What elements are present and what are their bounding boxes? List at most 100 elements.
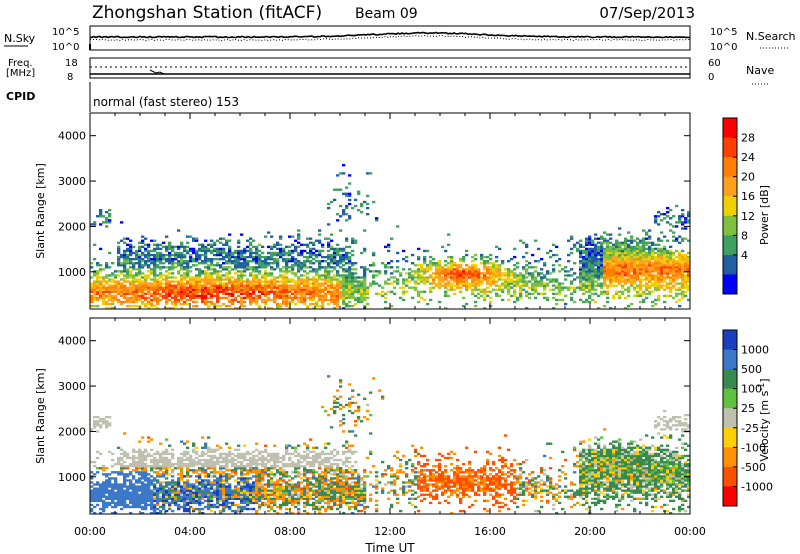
echo-cell (156, 300, 160, 304)
echo-cell (669, 255, 673, 259)
echo-cell (225, 501, 229, 505)
echo-cell (483, 292, 487, 296)
echo-cell (189, 460, 193, 464)
echo-cell (234, 487, 238, 490)
echo-cell (564, 302, 568, 306)
echo-cell (273, 268, 277, 271)
echo-cell (336, 251, 340, 255)
echo-cell (219, 471, 223, 474)
echo-cell (174, 257, 178, 261)
echo-cell (435, 266, 439, 269)
echo-cell (150, 493, 154, 496)
echo-cell (120, 473, 124, 476)
echo-cell (264, 294, 268, 298)
echo-cell (168, 487, 172, 490)
echo-cell (225, 495, 229, 498)
echo-cell (138, 477, 142, 480)
echo-cell (237, 487, 241, 490)
echo-cell (645, 257, 649, 261)
echo-cell (441, 272, 445, 275)
echo-cell (207, 495, 211, 498)
echo-cell (666, 221, 670, 224)
echo-cell (597, 264, 601, 267)
echo-cell (273, 262, 277, 265)
echo-cell (213, 284, 217, 287)
echo-cell (510, 286, 514, 289)
echo-cell (231, 262, 235, 265)
echo-cell (276, 247, 280, 251)
echo-cell (108, 422, 112, 425)
echo-cell (672, 260, 676, 263)
echo-cell (243, 481, 247, 484)
echo-cell (219, 467, 223, 470)
echo-cell (654, 221, 658, 224)
echo-cell (120, 491, 124, 494)
echo-cell (336, 253, 340, 257)
echo-cell (267, 274, 271, 277)
echo-cell (117, 489, 121, 492)
echo-cell (147, 266, 151, 269)
echo-cell (111, 452, 115, 456)
echo-cell (177, 505, 181, 509)
echo-cell (147, 479, 151, 482)
echo-cell (300, 294, 304, 298)
echo-cell (309, 253, 313, 257)
echo-cell (228, 458, 232, 462)
echo-cell (192, 499, 196, 503)
echo-cell (90, 477, 94, 480)
echo-cell (642, 260, 646, 263)
echo-cell (129, 493, 133, 496)
echo-cell (348, 274, 352, 277)
echo-cell (681, 280, 685, 283)
echo-cell (222, 495, 226, 498)
echo-cell (642, 284, 646, 287)
echo-cell (540, 284, 544, 287)
echo-cell (450, 274, 454, 277)
echo-cell (567, 260, 571, 263)
echo-cell (117, 284, 121, 287)
echo-cell (165, 483, 169, 486)
echo-cell (669, 262, 673, 265)
echo-cell (210, 288, 214, 291)
echo-cell (216, 274, 220, 277)
echo-cell (180, 440, 184, 443)
echo-cell (231, 456, 235, 460)
echo-cell (351, 241, 355, 244)
echo-cell (249, 300, 253, 304)
echo-cell (615, 272, 619, 275)
echo-cell (240, 270, 244, 273)
echo-cell (150, 249, 154, 253)
echo-cell (183, 278, 187, 281)
echo-cell (327, 274, 331, 277)
echo-cell (660, 280, 664, 283)
echo-cell (225, 465, 229, 468)
echo-cell (219, 249, 223, 253)
echo-cell (174, 497, 178, 501)
echo-cell (240, 278, 244, 281)
echo-cell (282, 302, 286, 306)
echo-cell (186, 471, 190, 474)
echo-cell (228, 487, 232, 490)
echo-cell (198, 270, 202, 273)
echo-cell (216, 264, 220, 267)
echo-cell (453, 262, 457, 265)
echo-cell (642, 251, 646, 255)
echo-cell (183, 499, 187, 503)
echo-cell (348, 276, 352, 279)
echo-cell (315, 304, 319, 308)
echo-cell (348, 282, 352, 285)
echo-cell (336, 278, 340, 281)
echo-cell (231, 491, 235, 494)
echo-cell (303, 278, 307, 281)
echo-cell (618, 266, 622, 269)
echo-cell (228, 469, 232, 472)
echo-cell (222, 501, 226, 505)
echo-cell (456, 282, 460, 285)
echo-cell (228, 257, 232, 261)
echo-cell (135, 268, 139, 271)
echo-cell (537, 247, 541, 251)
echo-cell (138, 440, 142, 443)
echo-cell (270, 306, 274, 310)
echo-cell (582, 274, 586, 277)
echo-cell (138, 454, 142, 458)
